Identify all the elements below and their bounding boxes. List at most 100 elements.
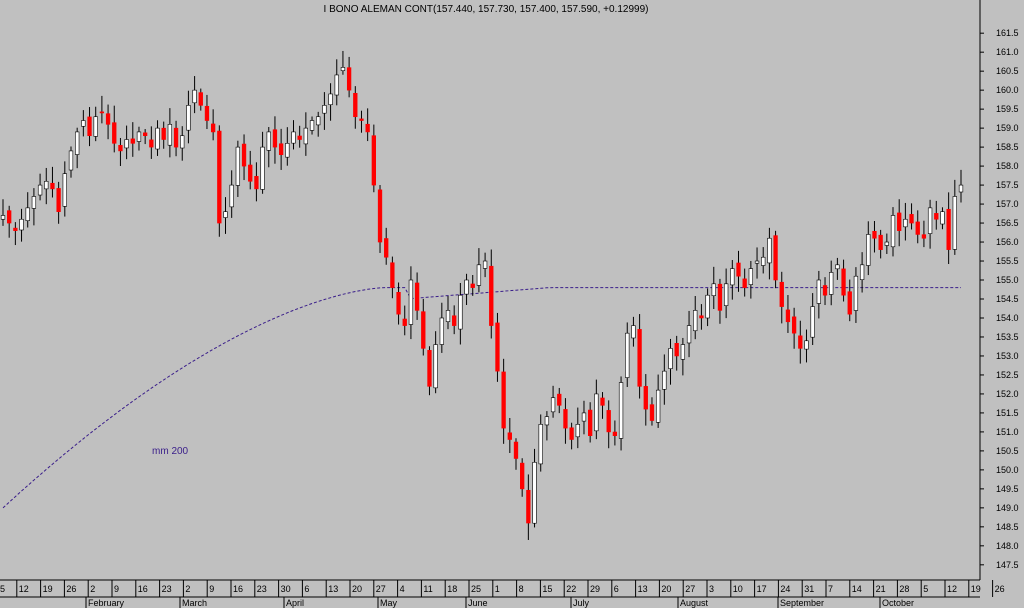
- candle-up: [19, 218, 24, 231]
- candle-down: [495, 322, 500, 372]
- ma-200-line: [2, 287, 961, 509]
- candle-up: [25, 207, 30, 221]
- price-tick-label: 153.0: [996, 351, 1019, 361]
- candle-up: [192, 89, 197, 104]
- candle-up: [458, 294, 463, 330]
- candle-down: [909, 214, 914, 224]
- candle-up: [476, 264, 482, 286]
- day-label: 29: [590, 584, 600, 594]
- candle-up: [186, 105, 191, 131]
- month-label: February: [88, 598, 125, 608]
- candle-up: [816, 279, 821, 304]
- candle-up: [223, 211, 228, 218]
- candle-up: [328, 93, 333, 106]
- day-label: 24: [780, 584, 790, 594]
- date-axis: 1512192629162329162330613202741118251815…: [0, 579, 1005, 608]
- candle-up: [581, 412, 587, 422]
- day-label: 13: [638, 584, 648, 594]
- price-tick-label: 156.5: [996, 218, 1019, 228]
- candle-up: [686, 325, 692, 344]
- candle-down: [346, 67, 352, 91]
- day-label: 15: [0, 584, 5, 594]
- candle-down: [254, 176, 259, 190]
- day-label: 28: [899, 584, 909, 594]
- candle-up: [155, 127, 160, 150]
- price-tick-label: 157.5: [996, 180, 1019, 190]
- candle-up: [44, 180, 49, 190]
- day-label: 31: [804, 584, 814, 594]
- day-label: 9: [114, 584, 119, 594]
- day-label: 1: [495, 584, 500, 594]
- candle-down: [396, 292, 401, 315]
- candle-up: [439, 317, 444, 345]
- price-tick-label: 151.0: [996, 427, 1019, 437]
- candle-down: [390, 262, 395, 288]
- candle-up: [309, 120, 315, 131]
- candle-down: [643, 386, 648, 410]
- candle-up: [662, 370, 667, 390]
- candle-up: [705, 294, 710, 319]
- day-label: 2: [90, 584, 95, 594]
- candle-down: [112, 122, 117, 144]
- candle-up: [0, 215, 6, 220]
- price-tick-label: 155.0: [996, 275, 1019, 285]
- candle-down: [50, 182, 55, 190]
- candle-up: [433, 344, 438, 389]
- candle-up: [890, 215, 896, 248]
- day-label: 4: [400, 584, 405, 594]
- price-tick-label: 156.0: [996, 237, 1019, 247]
- candle-up: [761, 256, 766, 266]
- day-label: 3: [709, 584, 714, 594]
- day-label: 22: [566, 584, 576, 594]
- candle-up: [958, 184, 964, 193]
- candle-up: [829, 272, 834, 295]
- day-label: 10: [733, 584, 743, 594]
- candle-up: [680, 344, 686, 360]
- month-label: May: [380, 598, 398, 608]
- price-tick-label: 157.0: [996, 199, 1019, 209]
- candle-down: [600, 397, 605, 406]
- candle-down: [563, 409, 568, 429]
- candle-down: [272, 129, 278, 148]
- candle-down: [915, 221, 920, 235]
- candle-down: [421, 311, 426, 349]
- candle-down: [946, 208, 951, 250]
- price-tick-label: 150.5: [996, 446, 1019, 456]
- candle-up: [303, 127, 309, 145]
- day-label: 7: [828, 584, 833, 594]
- candle-down: [198, 92, 203, 106]
- candle-up: [952, 196, 957, 250]
- candle-up: [235, 146, 241, 186]
- candle-down: [742, 278, 747, 288]
- candle-down: [878, 234, 883, 250]
- price-tick-label: 150.0: [996, 465, 1019, 475]
- candle-up: [62, 173, 67, 207]
- candle-down: [143, 132, 148, 137]
- candle-up: [285, 143, 290, 158]
- candle-up: [322, 105, 327, 114]
- candle-up: [575, 424, 580, 438]
- price-tick-label: 153.5: [996, 332, 1019, 342]
- candle-up: [408, 279, 414, 325]
- candle-down: [241, 143, 247, 167]
- candle-down: [897, 212, 902, 231]
- day-label: 6: [614, 584, 619, 594]
- candle-down: [489, 265, 494, 326]
- candle-up: [859, 264, 865, 280]
- ma-annotation: mm 200: [152, 446, 189, 457]
- candle-down: [365, 123, 370, 133]
- day-label: 17: [757, 584, 767, 594]
- candle-up: [804, 340, 809, 350]
- candle-down: [359, 118, 364, 121]
- price-tick-label: 148.0: [996, 541, 1019, 551]
- day-label: 5: [923, 584, 928, 594]
- price-tick-label: 152.0: [996, 389, 1019, 399]
- candle-down: [353, 92, 358, 118]
- candle-up: [866, 234, 871, 266]
- candle-down: [87, 116, 92, 137]
- day-label: 20: [661, 584, 671, 594]
- candle-down: [520, 462, 525, 490]
- candle-down: [501, 371, 506, 429]
- candle-down: [452, 315, 457, 326]
- price-tick-label: 151.5: [996, 408, 1019, 418]
